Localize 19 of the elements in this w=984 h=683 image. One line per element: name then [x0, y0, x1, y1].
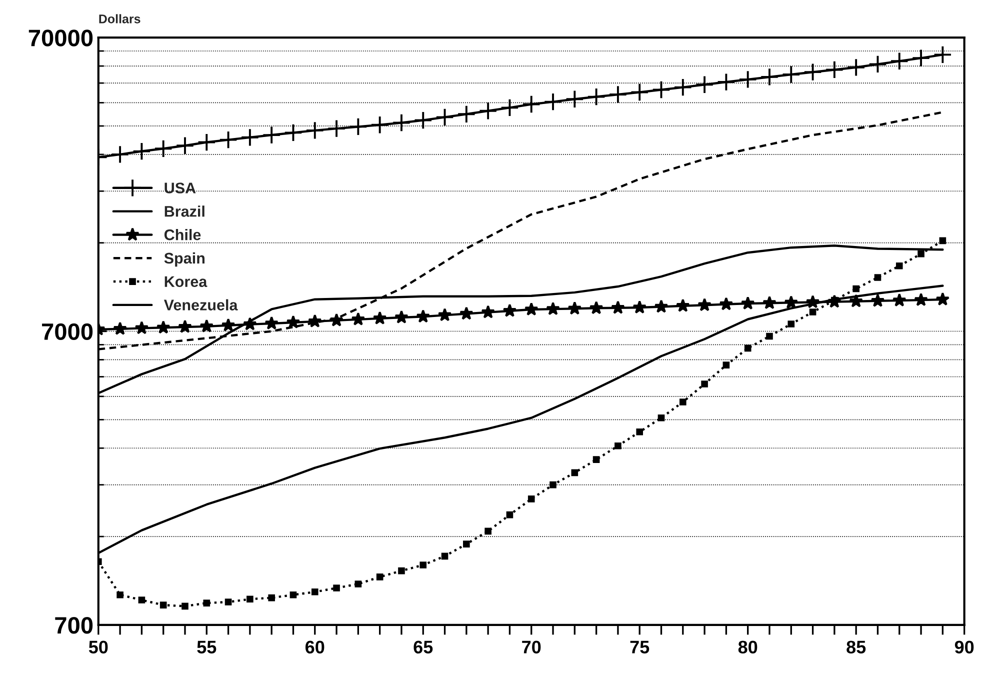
- y-tick-label: 700: [55, 617, 93, 634]
- x-tick-label: 60: [306, 640, 324, 654]
- y-axis-title: Dollars: [99, 14, 140, 24]
- legend-label: USA: [164, 182, 196, 194]
- legend-label: Brazil: [164, 206, 204, 217]
- legend-label: Korea: [164, 276, 208, 288]
- x-tick-label: 50: [88, 640, 108, 654]
- legend-label: Venezuela: [164, 299, 238, 310]
- x-tick-label: 55: [197, 640, 216, 654]
- y-tick-label: 70000: [28, 30, 93, 46]
- x-tick-label: 80: [738, 640, 758, 654]
- x-tick-label: 85: [846, 640, 866, 654]
- x-tick-label: 65: [414, 640, 433, 654]
- x-tick-label: 70: [522, 640, 541, 654]
- x-tick-label: 90: [954, 640, 974, 654]
- legend-label: Chile: [164, 229, 201, 240]
- x-tick-label: 75: [630, 640, 650, 654]
- y-tick-label: 7000: [42, 323, 93, 340]
- legend-label: Spain: [164, 252, 204, 267]
